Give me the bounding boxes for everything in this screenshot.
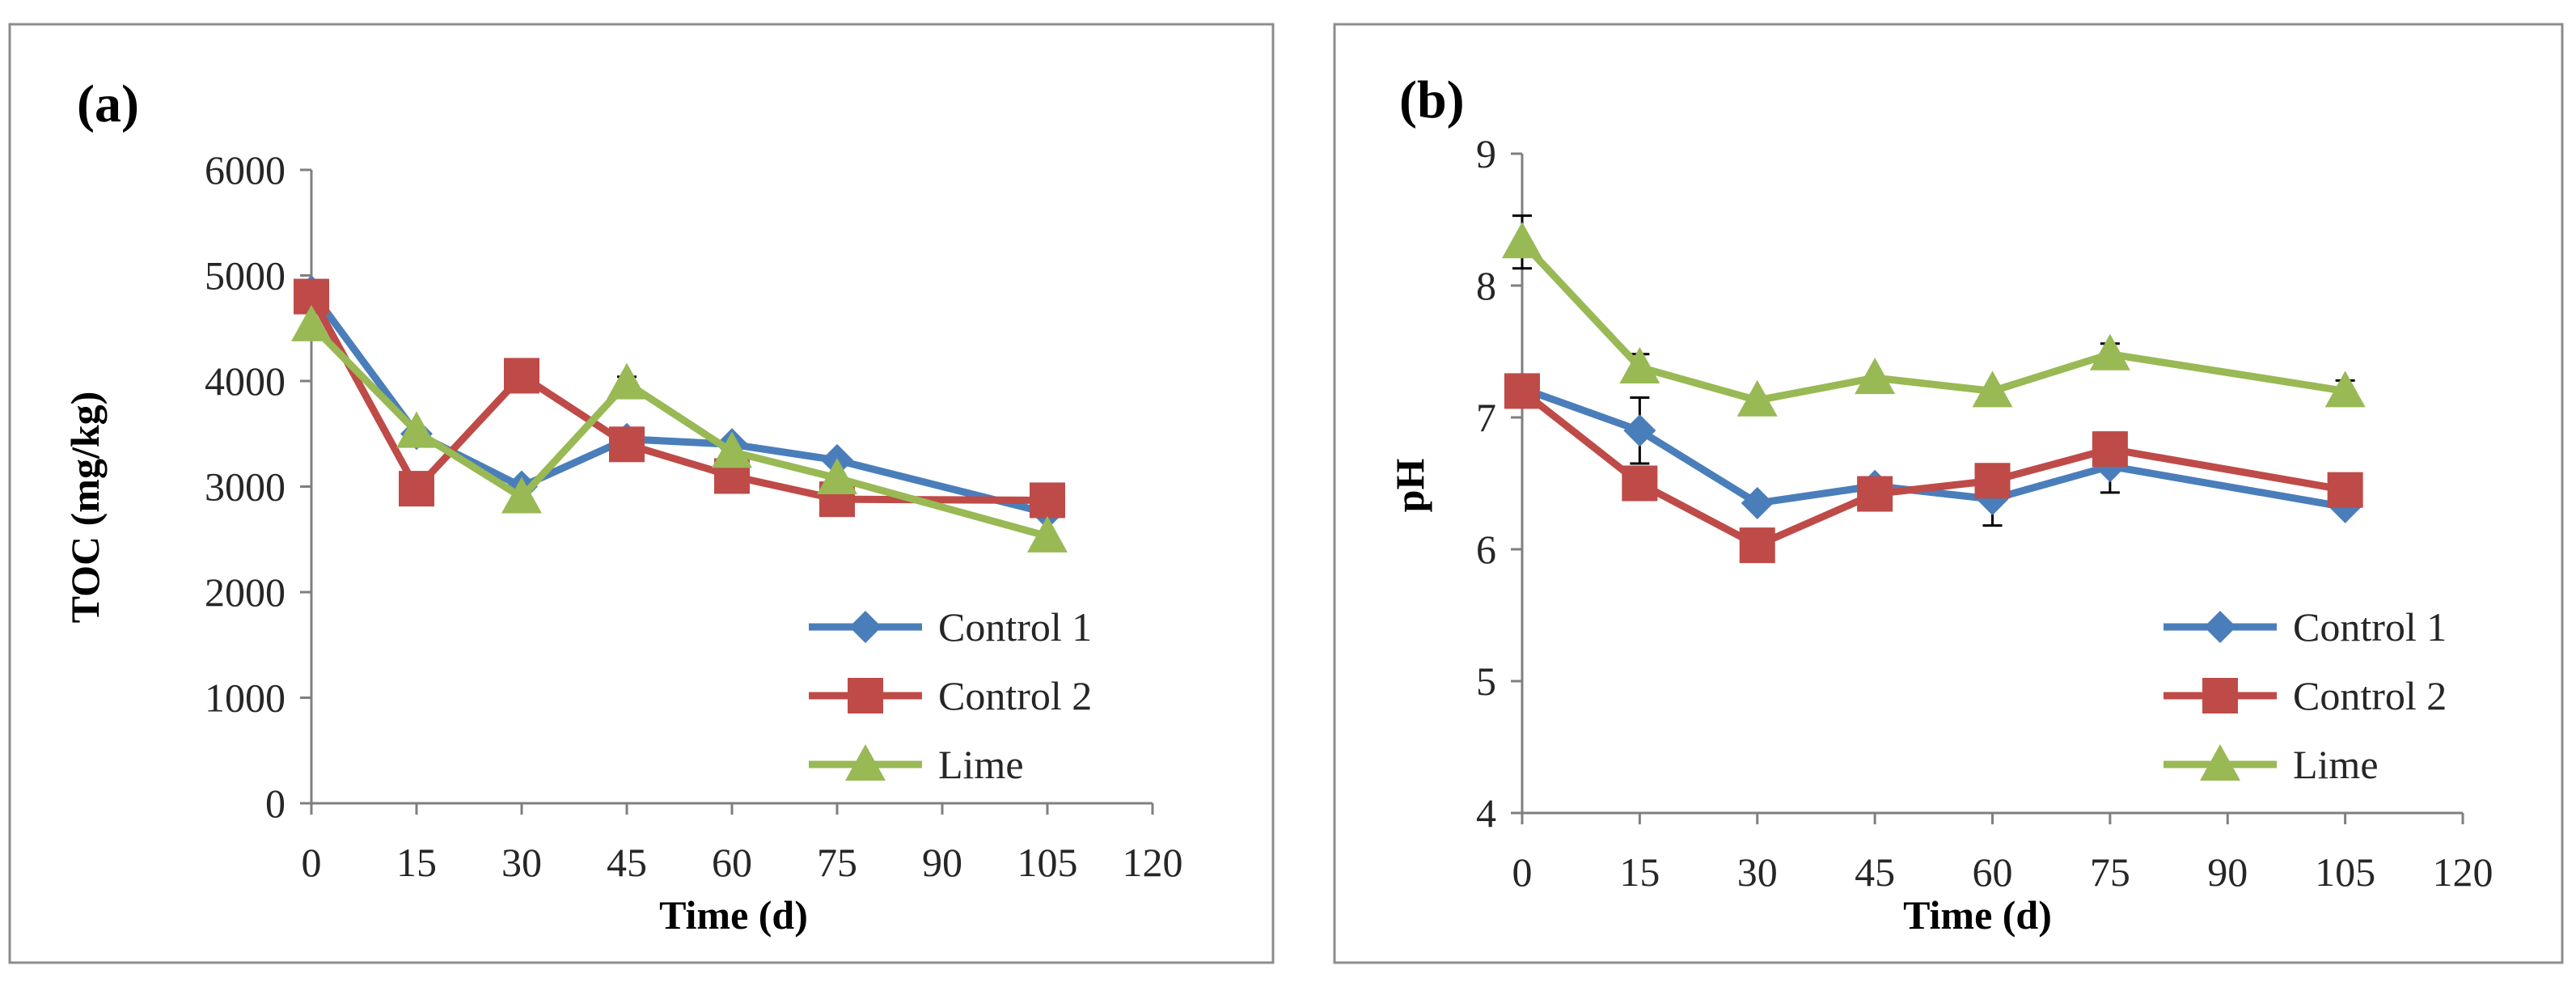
panel-a-x-tick-label: 15 — [396, 840, 437, 885]
panel-a-y-tick-label: 1000 — [205, 675, 286, 721]
panel-b-series — [1502, 214, 2366, 564]
panel-b-point-lime — [1972, 370, 2013, 408]
panel-a-point-lime — [817, 458, 857, 495]
panel-b-y-tick-label: 8 — [1476, 263, 1496, 308]
panel-a-point-control-2 — [609, 426, 645, 463]
panel-b-point-lime — [1736, 379, 1778, 417]
panel-a-y-axis-title: TOC (mg/kg) — [62, 392, 108, 624]
panel-a-y-tick-label: 2000 — [205, 569, 286, 615]
panel-b-point-control-1 — [1741, 486, 1774, 519]
panel-b-legend-marker-lime — [2200, 744, 2240, 781]
panel-a-y-tick-label: 0 — [265, 781, 286, 826]
panel-b-x-tick-label: 30 — [1737, 849, 1778, 895]
panel-a-x-tick-label: 75 — [817, 840, 857, 885]
panel-a-legend-label-lime: Lime — [938, 742, 1024, 787]
panel-a-x-axis-title: Time (d) — [659, 892, 808, 938]
panel-a-x-tick-label: 0 — [302, 840, 322, 885]
panel-b-point-lime — [1855, 358, 1896, 395]
panel-a-x-tick-label: 30 — [501, 840, 542, 885]
panel-a-point-lime — [396, 411, 437, 448]
panel-a-point-control-2 — [399, 471, 434, 507]
panel-a-x-tick-label: 60 — [712, 840, 752, 885]
panel-a-series — [291, 275, 1068, 553]
panel-b-point-control-2 — [1857, 476, 1893, 512]
panel-a: (a) Time (d) TOC (mg/kg) 0 1000 2000 3000 40… — [8, 23, 1275, 964]
panel-a-x-tick-label: 105 — [1017, 840, 1078, 885]
panel-b-legend-marker-control-2 — [2202, 678, 2238, 713]
panel-b-x-tick-label: 45 — [1855, 849, 1895, 895]
panel-b-legend-label-lime: Lime — [2293, 742, 2379, 787]
panel-b-series-control-2 — [1504, 373, 2363, 564]
panel-b-point-control-2 — [1622, 465, 1658, 502]
panel-a-point-lime — [501, 476, 542, 514]
panel-a-legend-marker-lime — [845, 744, 886, 781]
panel-a-y-tick-label: 6000 — [205, 147, 286, 193]
panel-a-point-lime — [291, 304, 332, 341]
panel-a-point-control-2 — [504, 358, 539, 394]
panel-a-y-tick-label: 5000 — [205, 253, 286, 298]
panel-b-y-tick-label: 4 — [1476, 790, 1496, 836]
panel-b-x-tick-label: 15 — [1619, 849, 1660, 895]
panel-a-x-tick-label: 45 — [607, 840, 647, 885]
panel-a-legend-label-control-1: Control 1 — [938, 604, 1092, 650]
panel-b-point-control-2 — [2092, 431, 2128, 468]
panel-b-x-axis-title: Time (d) — [1903, 892, 2052, 938]
panel-b-y-tick-label: 9 — [1476, 131, 1496, 176]
panel-b-label: (b) — [1399, 70, 1465, 129]
panel-b-point-lime — [2089, 333, 2130, 370]
panel-a-point-control-2 — [1030, 482, 1065, 519]
panel-b-x-tick-label: 0 — [1512, 849, 1533, 895]
panel-b-y-tick-label: 6 — [1476, 527, 1496, 572]
panel-b-point-control-2 — [2327, 472, 2363, 508]
panel-b-x-tick-label: 90 — [2207, 849, 2248, 895]
panel-b-x-tick-label: 75 — [2090, 849, 2130, 895]
panel-b-point-lime — [2324, 370, 2366, 408]
panel-b-point-lime — [1502, 222, 1542, 259]
panel-a-x-tick-label: 90 — [922, 840, 962, 885]
panel-a-y-tick-label: 4000 — [205, 358, 286, 404]
panel-b-legend-marker-control-1 — [2204, 611, 2236, 643]
panel-a-legend-marker-control-2 — [848, 678, 883, 713]
panel-b-point-control-2 — [1504, 373, 1540, 409]
panel-a-x-tick-label: 120 — [1123, 840, 1183, 885]
panel-a-point-lime — [607, 362, 647, 400]
panel-a-point-lime — [1027, 515, 1068, 553]
panel-a-series-lime — [291, 304, 1068, 553]
panel-b-x-tick-label: 105 — [2315, 849, 2375, 895]
panel-b-x-tick-label: 60 — [1973, 849, 2013, 895]
panel-b-y-tick-label: 7 — [1476, 395, 1496, 440]
panel-b-point-control-2 — [1739, 527, 1775, 564]
panel-b-series-lime — [1502, 214, 2366, 417]
panel-b-legend-label-control-2: Control 2 — [2293, 673, 2447, 718]
panel-b-legend: Control 1 Control 2 Lime — [2164, 604, 2447, 787]
panel-a-legend-marker-control-1 — [849, 611, 882, 643]
panel-b-point-lime — [1619, 347, 1660, 384]
panel-a-legend-label-control-2: Control 2 — [938, 673, 1092, 718]
panel-b-point-control-2 — [1974, 463, 2011, 499]
panel-b-y-tick-label: 5 — [1476, 658, 1496, 704]
panel-a-label: (a) — [77, 74, 139, 133]
panel-a-frame — [8, 23, 1275, 964]
panel-b-y-axis-title: pH — [1387, 459, 1432, 513]
panel-b-point-control-1 — [1623, 414, 1656, 447]
panel-a-y-tick-label: 3000 — [205, 464, 286, 510]
panel-b-legend-label-control-1: Control 1 — [2293, 604, 2447, 650]
panel-a-ticks: 0 1000 2000 3000 4000 5000 6000 0 15 30 45 60 75 90 10… — [205, 147, 1183, 885]
panel-b-x-tick-label: 120 — [2433, 849, 2494, 895]
panel-a-point-lime — [712, 431, 752, 468]
panel-a-legend: Control 1 Control 2 Lime — [809, 604, 1092, 787]
